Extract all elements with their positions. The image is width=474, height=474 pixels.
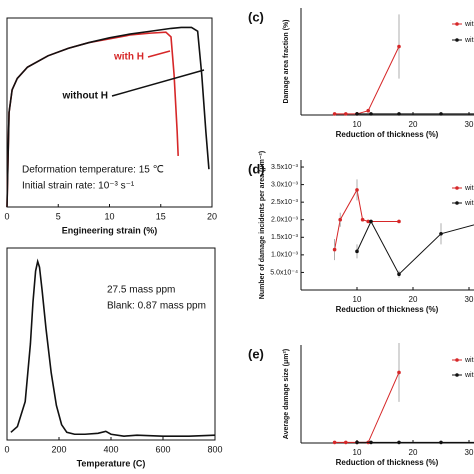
y-tick-label: 3.0x10⁻³: [271, 181, 299, 188]
y-tick-label: 5.0x10⁻⁴: [270, 269, 298, 276]
x-axis-label: Engineering strain (%): [62, 225, 158, 235]
data-point: [397, 370, 401, 375]
annotation: Deformation temperature: 15 ℃: [22, 165, 164, 176]
x-tick-label: 200: [51, 444, 66, 454]
data-line: [334, 46, 400, 115]
panel-label: (d): [248, 161, 265, 176]
data-line: [356, 220, 474, 276]
data-point: [366, 108, 371, 113]
x-tick-label: 5: [56, 211, 61, 221]
data-point: [332, 112, 337, 116]
panel-label: (e): [248, 346, 264, 361]
x-axis-label: Reduction of thickness (%): [336, 130, 439, 139]
data-point: [366, 219, 371, 224]
data-point: [369, 219, 373, 224]
x-tick-label: 0: [4, 444, 9, 454]
data-point: [344, 440, 348, 445]
data-point: [439, 440, 443, 445]
x-axis-label: Temperature (C): [77, 458, 146, 468]
legend-label: with H: [464, 357, 474, 364]
annotation: Initial strain rate: 10⁻³ s⁻¹: [22, 181, 135, 192]
y-tick-label: 1.0x10⁻³: [271, 252, 299, 259]
legend-label: with H: [113, 52, 144, 63]
data-line: [10, 258, 216, 437]
data-point: [439, 231, 443, 236]
y-tick-label: 1.5x10⁻³: [271, 234, 299, 241]
x-tick-label: 800: [207, 444, 222, 454]
data-point: [439, 112, 443, 116]
legend-label: without H: [464, 37, 474, 44]
legend-label: with H: [464, 185, 474, 192]
data-point: [344, 112, 348, 116]
data-line: [334, 188, 399, 250]
legend-label: without H: [61, 91, 108, 102]
legend-marker: [455, 201, 459, 205]
y-axis-label: Damage area fraction (%): [283, 19, 290, 103]
data-point: [355, 440, 359, 445]
data-point: [369, 112, 373, 116]
data-point: [397, 272, 401, 276]
data-point: [397, 440, 401, 445]
x-tick-label: 15: [156, 211, 166, 221]
x-axis-label: Reduction of thickness (%): [336, 458, 439, 467]
data-point: [355, 112, 359, 116]
data-point: [355, 249, 359, 254]
data-line: [334, 372, 400, 443]
x-tick-label: 30: [465, 448, 474, 457]
legend-marker: [455, 358, 459, 362]
legend-marker: [455, 22, 459, 26]
y-axis-label: Average damage size (μm²): [283, 349, 290, 439]
y-tick-label: 3.5x10⁻³: [271, 164, 299, 171]
x-axis-label: Reduction of thickness (%): [336, 305, 439, 314]
legend-pointer: [111, 69, 205, 97]
data-line: [6, 26, 210, 208]
x-tick-label: 20: [207, 211, 217, 221]
data-point: [355, 188, 359, 192]
y-tick-label: 2.5x10⁻³: [271, 199, 299, 206]
x-tick-label: 30: [465, 295, 474, 304]
data-point: [397, 112, 401, 116]
x-tick-label: 20: [409, 120, 418, 129]
plot-frame: [6, 17, 213, 208]
annotation: Blank: 0.87 mass ppm: [107, 301, 206, 312]
data-point: [332, 247, 337, 252]
legend-label: without H: [464, 372, 474, 379]
x-tick-label: 400: [103, 444, 118, 454]
x-tick-label: 10: [353, 295, 362, 304]
data-point: [332, 440, 337, 445]
x-tick-label: 10: [353, 448, 362, 457]
legend-label: with H: [464, 21, 474, 28]
legend-pointer: [147, 50, 171, 58]
plot-frame: [6, 247, 216, 441]
x-tick-label: 600: [155, 444, 170, 454]
legend-marker: [455, 38, 459, 42]
legend-marker: [455, 373, 459, 377]
data-point: [397, 44, 401, 49]
data-point: [397, 219, 401, 224]
annotation: 27.5 mass ppm: [107, 285, 175, 296]
legend-marker: [455, 186, 459, 190]
legend-label: without H: [464, 200, 474, 207]
data-point: [338, 217, 343, 222]
y-tick-label: 2.0x10⁻³: [271, 217, 299, 224]
x-tick-label: 10: [104, 211, 114, 221]
data-point: [369, 440, 373, 445]
y-axis-label: Number of damage incidents per area (μm⁻…: [259, 151, 266, 299]
x-tick-label: 20: [409, 448, 418, 457]
x-tick-label: 10: [353, 120, 362, 129]
data-point: [360, 217, 365, 222]
panel-label: (c): [248, 9, 264, 24]
x-tick-label: 20: [409, 295, 418, 304]
x-tick-label: 0: [4, 211, 9, 221]
x-tick-label: 30: [465, 120, 474, 129]
